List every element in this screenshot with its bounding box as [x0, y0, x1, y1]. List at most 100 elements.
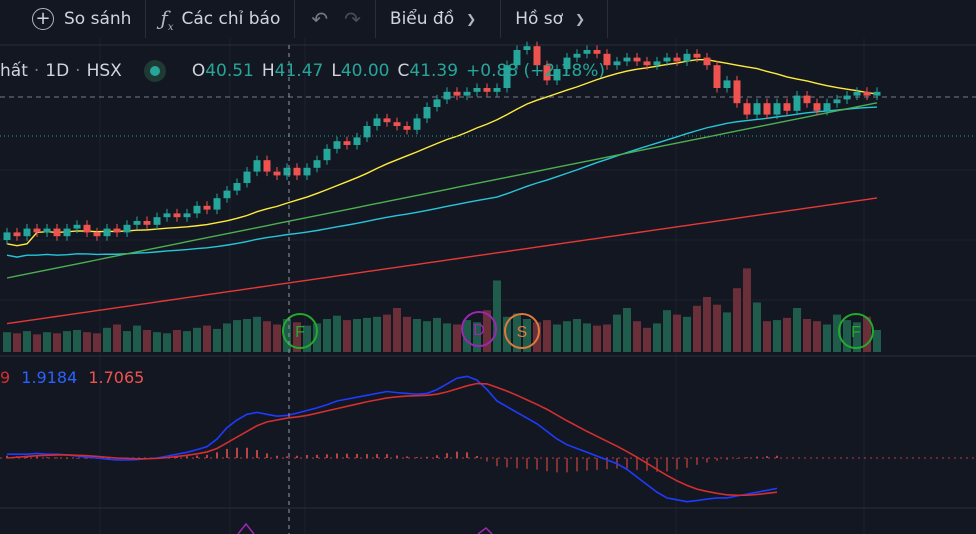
macd-histogram-bar [296, 455, 298, 458]
candle-body [693, 53, 701, 58]
market-status-icon[interactable] [143, 60, 166, 82]
volume-bar [243, 319, 251, 352]
volume-bar [853, 322, 861, 352]
volume-bar [753, 302, 761, 352]
profile-menu[interactable]: Hồ sơ ❯ [501, 0, 607, 38]
volume-bar [363, 317, 371, 352]
volume-bar [53, 333, 61, 352]
volume-bar [353, 319, 361, 352]
redo-button[interactable]: ↷ [338, 0, 375, 38]
candle-body [373, 118, 381, 126]
macd-histogram-bar [606, 458, 608, 470]
indicators-label: Các chỉ báo [181, 9, 281, 29]
macd-histogram-bar [396, 455, 398, 458]
candle-body [853, 91, 861, 96]
close-key: C [397, 61, 410, 81]
macd-histogram-bar [46, 457, 48, 459]
macd-histogram-bar [426, 456, 428, 458]
volume-bar [673, 314, 681, 352]
open-value: 40.51 [205, 61, 254, 81]
candle-body [73, 224, 81, 229]
macd-histogram-bar [246, 447, 248, 458]
volume-bar [43, 332, 51, 352]
volume-bar [793, 308, 801, 352]
volume-bar [523, 319, 531, 352]
volume-bar [73, 330, 81, 352]
low-key: L [331, 61, 341, 81]
candle-body [663, 57, 671, 62]
macd-histogram-bar [766, 456, 768, 458]
candle-body [493, 88, 501, 92]
indicators-button[interactable]: ƒx Các chỉ báo [146, 0, 294, 38]
signal-marker [838, 313, 874, 349]
candle-body [543, 65, 551, 81]
macd-histogram-bar [736, 458, 738, 459]
signal-marker-label: F [851, 324, 861, 341]
candle-body [503, 65, 511, 88]
macd-histogram-bar [276, 455, 278, 458]
undo-button[interactable]: ↶ [295, 0, 338, 38]
low-value: 40.00 [340, 61, 390, 81]
volume-bar [613, 314, 621, 352]
candle-body [33, 228, 41, 233]
macd-histogram-bar [406, 456, 408, 458]
volume-bar [33, 334, 41, 352]
candle-body [793, 95, 801, 111]
macd-histogram-bar [316, 454, 318, 458]
candle-body [133, 221, 141, 225]
volume-bar [173, 330, 181, 352]
volume-bar [813, 321, 821, 352]
macd-value: 1.9184 [21, 368, 78, 387]
volume-bar [763, 321, 771, 352]
volume-bar [233, 320, 241, 352]
macd-histogram-bar [506, 458, 508, 468]
candle-body [383, 118, 391, 123]
macd-histogram-bar [386, 454, 388, 458]
candle-body [603, 53, 611, 66]
macd-histogram-bar [346, 453, 348, 458]
candle-body [13, 232, 21, 237]
volume-bar [133, 325, 141, 352]
candle-body [573, 53, 581, 58]
macd-histogram-bar [496, 458, 498, 467]
macd-histogram-bar [696, 458, 698, 465]
candle-body [593, 50, 601, 54]
open-key: O [191, 61, 206, 81]
volume-bar [213, 328, 221, 352]
candle-body [323, 148, 331, 161]
macd-histogram-bar [626, 458, 628, 469]
candle-body [683, 53, 691, 62]
compare-button[interactable]: + So sánh [0, 0, 145, 38]
symbol-title[interactable]: hất [0, 61, 28, 81]
candle-body [263, 160, 271, 172]
volume-bar [653, 323, 661, 352]
volume-bar [103, 327, 111, 352]
volume-bar [253, 316, 261, 352]
candle-body [63, 228, 71, 237]
candle-body [843, 95, 851, 100]
macd-histogram-bar [656, 458, 658, 472]
interval-label[interactable]: 1D [45, 61, 70, 81]
volume-bar [303, 325, 311, 352]
volume-bar [13, 333, 21, 352]
profile-label: Hồ sơ [515, 9, 564, 29]
volume-bar [343, 320, 351, 352]
volume-bar [823, 324, 831, 352]
volume-bar [143, 330, 151, 352]
chart-type-menu[interactable]: Biểu đồ ❯ [376, 0, 500, 38]
volume-bar [713, 304, 721, 352]
macd-param-partial: 9 [0, 368, 11, 387]
macd-histogram-bar [376, 454, 378, 458]
macd-histogram-bar [216, 452, 218, 458]
candle-body [163, 213, 171, 218]
macd-histogram-bar [176, 456, 178, 458]
macd-histogram-bar [326, 454, 328, 458]
candle-body [613, 61, 621, 66]
candle-body [213, 198, 221, 210]
macd-legend: 9 1.9184 1.7065 [0, 368, 144, 387]
candle-body [313, 160, 321, 168]
volume-bar [503, 316, 511, 352]
candle-body [233, 183, 241, 191]
volume-bar [203, 325, 211, 352]
